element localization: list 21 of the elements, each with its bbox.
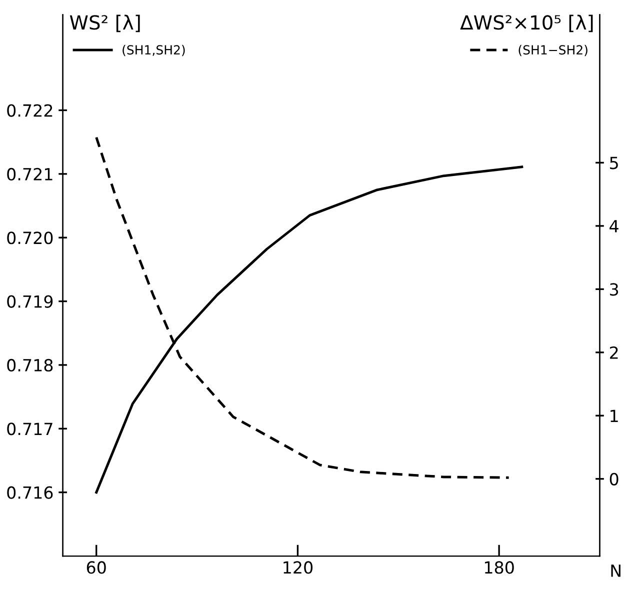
legend-label: (SH1,SH2) — [122, 44, 185, 56]
y-tick-label: 0.719 — [7, 295, 53, 308]
y-axis-title: WS² [λ] — [70, 14, 140, 32]
y2-tick-label: 4 — [610, 220, 618, 232]
legend-label: (SH1−SH2) — [518, 44, 588, 56]
y-tick-label: 0.721 — [7, 168, 52, 180]
x-axis-title: N — [611, 564, 620, 577]
x-tick-label: 120 — [284, 561, 313, 574]
y2-tick-label: 1 — [610, 410, 618, 422]
y2-tick-label: 5 — [610, 156, 618, 170]
y-tick-label: 0.718 — [7, 358, 53, 372]
y-tick-label: 0.717 — [7, 422, 52, 436]
y-tick-label: 0.722 — [7, 104, 52, 117]
x-tick-label: 180 — [484, 561, 514, 574]
y2-axis-title: ΔWS²×10⁵ [λ] — [460, 14, 593, 32]
y-tick-label: 0.716 — [7, 486, 53, 499]
x-tick-label: 60 — [86, 561, 106, 574]
y-tick-label: 0.720 — [7, 232, 53, 244]
y2-tick-label: 0 — [610, 472, 618, 486]
y2-tick-label: 2 — [610, 346, 618, 359]
y2-tick-label: 3 — [610, 283, 618, 296]
